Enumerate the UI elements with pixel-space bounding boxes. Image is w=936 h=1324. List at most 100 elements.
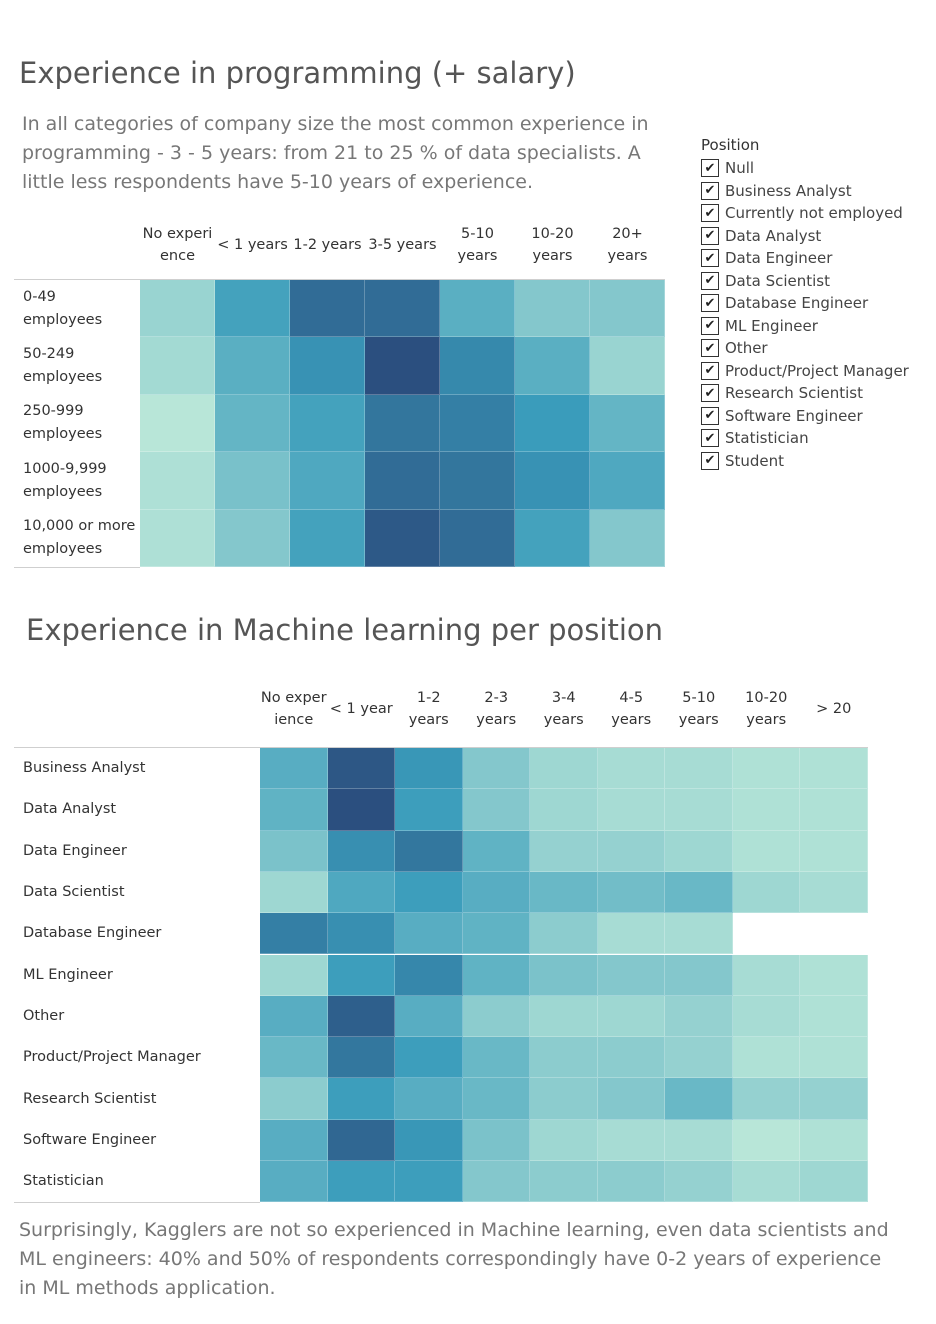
- ml-col-header: 2-3 years: [476, 690, 517, 728]
- ml-cell: [732, 1161, 800, 1203]
- legend-item[interactable]: ✔ Data Engineer: [701, 247, 832, 269]
- ml-col-header: > 20: [816, 701, 852, 717]
- legend-item[interactable]: ✔ Statistician: [701, 427, 809, 449]
- legend-item[interactable]: ✔ Database Engineer: [701, 292, 868, 314]
- prog-cell: [590, 280, 665, 338]
- ml-cell: [530, 830, 598, 872]
- checkbox-checked-icon[interactable]: ✔: [701, 204, 719, 222]
- legend-item[interactable]: ✔ Other: [701, 337, 768, 359]
- ml-cell: [395, 1119, 463, 1161]
- ml-cell: [800, 871, 868, 914]
- ml-cell: [260, 913, 328, 955]
- ml-cell: [597, 995, 665, 1038]
- checkbox-checked-icon[interactable]: ✔: [701, 316, 719, 335]
- prog-cell: [140, 452, 215, 510]
- legend-item[interactable]: ✔ ML Engineer: [701, 315, 818, 337]
- prog-cell: [515, 337, 590, 395]
- checkbox-checked-icon[interactable]: ✔: [701, 429, 719, 447]
- checkbox-checked-icon[interactable]: ✔: [701, 159, 719, 177]
- prog-row-label: 1000-9,999 employees: [23, 460, 107, 500]
- ml-cell: [530, 1119, 598, 1161]
- ml-cell: [327, 995, 395, 1038]
- ml-cell: [665, 913, 733, 955]
- ml-cell: [395, 995, 463, 1038]
- prog-cell: [515, 509, 590, 567]
- legend-item[interactable]: ✔ Business Analyst: [701, 180, 852, 202]
- ml-cell: [800, 1078, 868, 1120]
- ml-cell: [462, 748, 530, 790]
- prog-cell: [215, 280, 290, 338]
- legend-item-label: Research Scientist: [725, 384, 863, 402]
- ml-row-label: Data Engineer: [23, 842, 127, 859]
- ml-header-divider: [14, 747, 868, 748]
- checkbox-checked-icon[interactable]: ✔: [701, 339, 719, 357]
- checkbox-checked-icon[interactable]: ✔: [701, 384, 719, 402]
- ml-cell: [327, 871, 395, 914]
- ml-cell: [665, 995, 733, 1038]
- prog-cell: [290, 337, 365, 395]
- prog-cell: [365, 280, 440, 338]
- ml-row-label: Database Engineer: [23, 925, 162, 942]
- ml-cell: [665, 789, 733, 831]
- prog-cell: [215, 509, 290, 567]
- ml-cell: [597, 954, 665, 996]
- ml-cell: [260, 1078, 328, 1120]
- legend-item[interactable]: ✔ Student: [701, 450, 784, 472]
- ml-cell: [800, 748, 868, 790]
- legend-item[interactable]: ✔ Currently not employed: [701, 202, 903, 224]
- prog-bottom-divider: [14, 567, 140, 568]
- ml-cell: [327, 748, 395, 790]
- ml-cell: [732, 995, 800, 1038]
- legend-item[interactable]: ✔ Product/Project Manager: [701, 360, 909, 382]
- checkbox-checked-icon[interactable]: ✔: [701, 226, 719, 245]
- prog-col-header: No experi ence: [142, 226, 213, 264]
- ml-cell: [530, 1078, 598, 1120]
- ml-cell: [597, 1078, 665, 1120]
- ml-cell: [530, 871, 598, 914]
- ml-cell: [597, 871, 665, 914]
- ml-cell: [665, 871, 733, 914]
- chart2-title: Experience in Machine learning per posit…: [26, 613, 663, 647]
- checkbox-checked-icon[interactable]: ✔: [701, 451, 719, 470]
- prog-col-header: < 1 years: [217, 237, 288, 253]
- checkbox-checked-icon[interactable]: ✔: [701, 181, 719, 200]
- ml-cell: [395, 1037, 463, 1079]
- checkbox-checked-icon[interactable]: ✔: [701, 249, 719, 267]
- checkbox-checked-icon[interactable]: ✔: [701, 271, 719, 290]
- legend-item-label: Database Engineer: [725, 294, 869, 312]
- ml-bottom-divider: [14, 1202, 260, 1204]
- ml-cell: [395, 1078, 463, 1120]
- prog-cell: [290, 394, 365, 453]
- prog-cell: [290, 452, 365, 510]
- prog-cell: [290, 509, 365, 567]
- prog-row-label: 0-49 employees: [23, 288, 103, 328]
- ml-cell: [530, 1037, 598, 1079]
- ml-cell: [800, 1161, 868, 1203]
- ml-cell: [597, 913, 665, 955]
- legend-item[interactable]: ✔ Software Engineer: [701, 405, 863, 427]
- ml-cell: [327, 830, 395, 872]
- checkbox-checked-icon[interactable]: ✔: [701, 294, 719, 312]
- legend-item[interactable]: ✔ Data Analyst: [701, 225, 821, 247]
- ml-cell: [327, 954, 395, 996]
- ml-cell: [597, 748, 665, 790]
- prog-cell: [140, 394, 215, 453]
- checkbox-checked-icon[interactable]: ✔: [701, 406, 719, 425]
- ml-col-header: 1-2 years: [408, 690, 449, 728]
- ml-cell: [665, 748, 733, 790]
- legend-item-label: Other: [725, 339, 768, 357]
- ml-cell: [462, 1119, 530, 1161]
- ml-row-label: Statistician: [23, 1173, 104, 1190]
- legend-item-label: Product/Project Manager: [725, 361, 909, 380]
- legend-item[interactable]: ✔ Null: [701, 157, 754, 179]
- legend-item-label: Software Engineer: [725, 406, 863, 425]
- legend-item[interactable]: ✔ Data Scientist: [701, 270, 830, 292]
- legend-item-label: Student: [725, 451, 785, 470]
- ml-cell: [597, 1119, 665, 1161]
- legend-item[interactable]: ✔ Research Scientist: [701, 382, 863, 404]
- checkbox-checked-icon[interactable]: ✔: [701, 361, 719, 380]
- ml-cell: [260, 748, 328, 790]
- ml-row-label: Other: [23, 1007, 65, 1024]
- legend-item-label: Statistician: [725, 429, 809, 447]
- ml-cell: [732, 954, 800, 996]
